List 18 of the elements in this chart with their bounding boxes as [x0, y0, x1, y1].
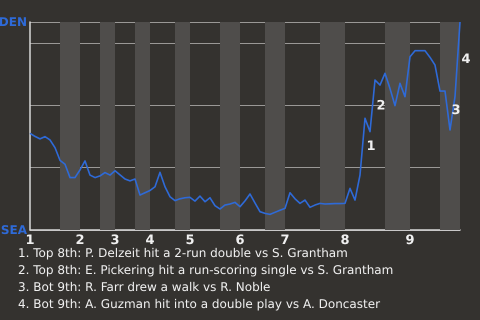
annotation: 1: [366, 139, 376, 154]
x-tick-label: 5: [185, 233, 195, 248]
x-tick-label: 9: [405, 233, 415, 248]
x-tick-label: 2: [75, 233, 85, 248]
annotation: 2: [376, 98, 386, 114]
x-tick-label: 4: [145, 233, 155, 248]
x-tick-label: 1: [25, 233, 35, 248]
text: 2. Top 8th: E. Pickering hit a run-scoring single vs S. Grantham: [18, 263, 394, 277]
text: SEA: [0, 223, 28, 237]
x-tick-label: 7: [280, 233, 290, 248]
text: 4: [462, 52, 471, 67]
x-tick-label: 6: [235, 233, 245, 248]
text: DEN: [0, 15, 27, 29]
x-tick-label: 8: [340, 233, 350, 248]
text: 4. Bot 9th: A. Guzman hit into a double play vs A. Doncaster: [18, 297, 380, 311]
x-tick-label: 3: [110, 233, 120, 248]
text: 3. Bot 9th: R. Farr drew a walk vs R. Noble: [18, 280, 270, 294]
text: 1. Top 8th: P. Delzeit hit a 2-run double vs S. Grantham: [18, 246, 348, 260]
